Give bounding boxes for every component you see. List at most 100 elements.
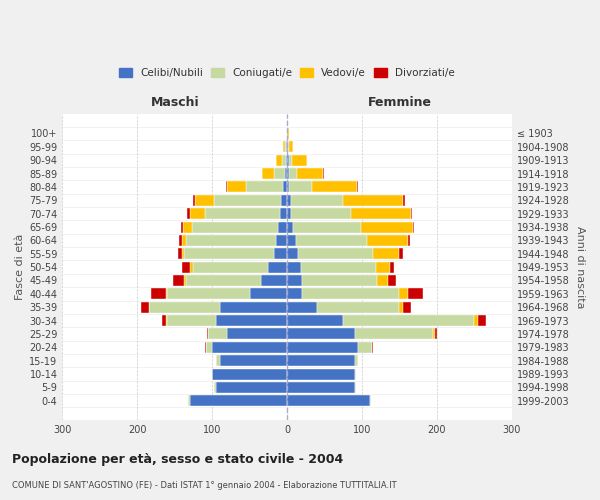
Bar (274, 248, 287, 259)
Bar (274, 168, 285, 179)
Bar (400, 288, 409, 300)
Y-axis label: Fasce di età: Fasce di età (15, 234, 25, 300)
Bar (216, 355, 220, 366)
Bar (355, 355, 358, 366)
Bar (149, 302, 220, 312)
Bar (370, 396, 371, 406)
Bar (184, 275, 186, 286)
Bar (351, 208, 411, 219)
Bar (434, 328, 437, 340)
Bar (403, 195, 405, 206)
Bar (214, 195, 281, 206)
Bar (280, 208, 287, 219)
Bar (355, 328, 433, 340)
Bar (178, 248, 182, 259)
Bar (287, 355, 355, 366)
Legend: Celibi/Nubili, Coniugati/e, Vedovi/e, Divorziati/e: Celibi/Nubili, Coniugati/e, Vedovi/e, Di… (115, 64, 459, 82)
Bar (433, 328, 434, 340)
Bar (293, 222, 361, 232)
Bar (287, 222, 293, 232)
Bar (166, 315, 167, 326)
Bar (283, 142, 285, 152)
Bar (162, 315, 166, 326)
Bar (286, 142, 287, 152)
Bar (355, 368, 356, 380)
Bar (184, 248, 274, 259)
Bar (181, 222, 183, 232)
Bar (296, 235, 367, 246)
Bar (400, 248, 403, 259)
Bar (312, 182, 357, 192)
Bar (214, 382, 216, 393)
Bar (289, 182, 312, 192)
Bar (287, 288, 302, 300)
Bar (250, 288, 287, 300)
Bar (357, 182, 358, 192)
Bar (367, 235, 409, 246)
Bar (183, 222, 192, 232)
Bar (287, 315, 343, 326)
Bar (190, 396, 287, 406)
Bar (182, 235, 186, 246)
Bar (281, 195, 287, 206)
Bar (227, 182, 246, 192)
Bar (413, 222, 415, 232)
Bar (276, 235, 287, 246)
Bar (400, 302, 403, 312)
Bar (478, 315, 485, 326)
Bar (205, 342, 206, 353)
Bar (373, 248, 400, 259)
Bar (289, 168, 297, 179)
Bar (288, 142, 289, 152)
Bar (205, 208, 280, 219)
Bar (227, 328, 287, 340)
Bar (286, 154, 287, 166)
Bar (207, 328, 208, 340)
Bar (195, 195, 214, 206)
Bar (372, 342, 373, 353)
Bar (287, 396, 370, 406)
Bar (220, 355, 287, 366)
Bar (206, 342, 212, 353)
Bar (302, 288, 400, 300)
Bar (377, 275, 388, 286)
Bar (216, 382, 287, 393)
Bar (167, 315, 216, 326)
Bar (167, 288, 250, 300)
Bar (190, 208, 205, 219)
Bar (391, 262, 394, 272)
Bar (186, 275, 261, 286)
Bar (226, 182, 227, 192)
Bar (216, 315, 287, 326)
Bar (190, 262, 193, 272)
Bar (287, 154, 289, 166)
Bar (287, 382, 355, 393)
Bar (355, 382, 356, 393)
Bar (283, 182, 287, 192)
Bar (220, 302, 287, 312)
Bar (291, 195, 343, 206)
Bar (282, 154, 286, 166)
Bar (298, 248, 373, 259)
Bar (287, 128, 289, 139)
Bar (179, 235, 182, 246)
Bar (192, 222, 278, 232)
Bar (409, 235, 410, 246)
Bar (262, 168, 274, 179)
Bar (287, 182, 289, 192)
Bar (246, 182, 283, 192)
Bar (292, 154, 307, 166)
Bar (289, 154, 292, 166)
Bar (289, 142, 293, 152)
Bar (287, 168, 289, 179)
Bar (188, 396, 190, 406)
Bar (166, 288, 167, 300)
Bar (186, 235, 276, 246)
Bar (287, 328, 355, 340)
Bar (409, 288, 424, 300)
Bar (287, 342, 358, 353)
Bar (285, 168, 287, 179)
Bar (287, 235, 296, 246)
Bar (297, 168, 323, 179)
Bar (193, 262, 268, 272)
